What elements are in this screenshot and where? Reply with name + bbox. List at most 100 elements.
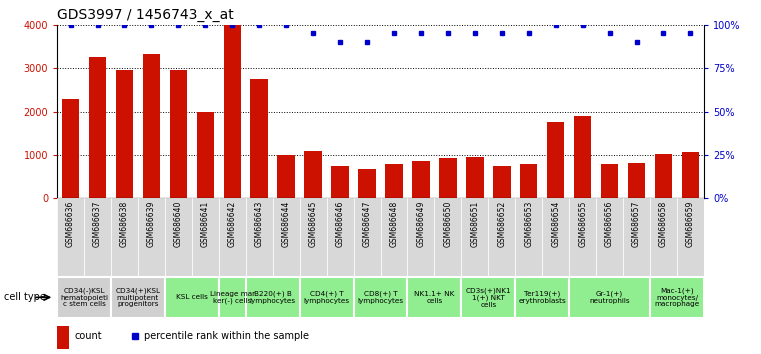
Bar bbox=[354, 198, 380, 276]
Bar bbox=[300, 198, 326, 276]
Bar bbox=[246, 277, 300, 318]
Text: GSM686651: GSM686651 bbox=[470, 201, 479, 247]
Text: GSM686638: GSM686638 bbox=[120, 201, 129, 247]
Bar bbox=[650, 277, 704, 318]
Bar bbox=[407, 277, 461, 318]
Text: GSM686658: GSM686658 bbox=[659, 201, 668, 247]
Text: GSM686649: GSM686649 bbox=[416, 201, 425, 247]
Bar bbox=[650, 198, 677, 276]
Bar bbox=[412, 161, 430, 198]
Bar bbox=[489, 198, 515, 276]
Bar bbox=[461, 277, 515, 318]
Bar bbox=[272, 198, 300, 276]
Bar bbox=[461, 198, 489, 276]
Bar bbox=[62, 99, 79, 198]
Bar bbox=[165, 277, 219, 318]
Bar bbox=[569, 277, 650, 318]
Text: GSM686650: GSM686650 bbox=[444, 201, 452, 247]
Text: GSM686642: GSM686642 bbox=[228, 201, 237, 247]
Text: CD3s(+)NK1
1(+) NKT
cells: CD3s(+)NK1 1(+) NKT cells bbox=[466, 287, 511, 308]
Text: GSM686643: GSM686643 bbox=[255, 201, 264, 247]
Bar bbox=[331, 166, 349, 198]
Bar bbox=[354, 277, 407, 318]
Bar bbox=[224, 25, 241, 198]
Text: GSM686645: GSM686645 bbox=[309, 201, 317, 247]
Bar bbox=[116, 70, 133, 198]
Text: GSM686653: GSM686653 bbox=[524, 201, 533, 247]
Bar bbox=[435, 198, 461, 276]
Text: Mac-1(+)
monocytes/
macrophage: Mac-1(+) monocytes/ macrophage bbox=[654, 287, 699, 307]
Text: count: count bbox=[75, 331, 102, 341]
Bar bbox=[628, 163, 645, 198]
Text: CD34(-)KSL
hematopoieti
c stem cells: CD34(-)KSL hematopoieti c stem cells bbox=[60, 287, 108, 307]
Text: percentile rank within the sample: percentile rank within the sample bbox=[145, 331, 310, 341]
Bar bbox=[623, 198, 650, 276]
Text: GSM686639: GSM686639 bbox=[147, 201, 156, 247]
Bar bbox=[385, 164, 403, 198]
Bar bbox=[380, 198, 407, 276]
Bar bbox=[574, 116, 591, 198]
Bar bbox=[547, 122, 565, 198]
Text: GSM686646: GSM686646 bbox=[336, 201, 345, 247]
Text: GSM686655: GSM686655 bbox=[578, 201, 587, 247]
Bar bbox=[358, 169, 376, 198]
Text: Lineage mar
ker(-) cells: Lineage mar ker(-) cells bbox=[210, 291, 255, 304]
Bar bbox=[196, 112, 214, 198]
Bar bbox=[192, 198, 219, 276]
Text: Ter119(+)
erythroblasts: Ter119(+) erythroblasts bbox=[518, 291, 566, 304]
Bar bbox=[677, 198, 704, 276]
Bar bbox=[520, 164, 537, 198]
Bar bbox=[466, 156, 483, 198]
Text: cell type: cell type bbox=[4, 292, 46, 302]
Bar bbox=[165, 198, 192, 276]
Text: NK1.1+ NK
cells: NK1.1+ NK cells bbox=[414, 291, 454, 304]
Bar bbox=[57, 277, 111, 318]
Text: CD4(+) T
lymphocytes: CD4(+) T lymphocytes bbox=[304, 291, 349, 304]
Bar bbox=[138, 198, 165, 276]
Bar bbox=[682, 152, 699, 198]
Bar bbox=[515, 198, 543, 276]
Text: GSM686636: GSM686636 bbox=[66, 201, 75, 247]
Bar bbox=[57, 326, 68, 349]
Text: Gr-1(+)
neutrophils: Gr-1(+) neutrophils bbox=[589, 291, 630, 304]
Bar bbox=[89, 57, 107, 198]
Text: GSM686647: GSM686647 bbox=[362, 201, 371, 247]
Bar bbox=[543, 198, 569, 276]
Text: GSM686644: GSM686644 bbox=[282, 201, 291, 247]
Bar bbox=[278, 155, 295, 198]
Bar bbox=[142, 54, 160, 198]
Bar bbox=[601, 164, 619, 198]
Text: GSM686648: GSM686648 bbox=[390, 201, 399, 247]
Bar bbox=[326, 198, 354, 276]
Text: CD8(+) T
lymphocytes: CD8(+) T lymphocytes bbox=[358, 291, 403, 304]
Text: GSM686657: GSM686657 bbox=[632, 201, 641, 247]
Bar bbox=[170, 70, 187, 198]
Text: GSM686641: GSM686641 bbox=[201, 201, 210, 247]
Text: GSM686637: GSM686637 bbox=[93, 201, 102, 247]
Bar bbox=[596, 198, 623, 276]
Text: B220(+) B
lymphocytes: B220(+) B lymphocytes bbox=[250, 291, 296, 304]
Bar bbox=[407, 198, 435, 276]
Bar bbox=[111, 277, 165, 318]
Text: GDS3997 / 1456743_x_at: GDS3997 / 1456743_x_at bbox=[57, 8, 234, 22]
Bar bbox=[439, 158, 457, 198]
Text: GSM686659: GSM686659 bbox=[686, 201, 695, 247]
Text: GSM686652: GSM686652 bbox=[497, 201, 506, 247]
Bar bbox=[250, 79, 268, 198]
Text: GSM686640: GSM686640 bbox=[174, 201, 183, 247]
Bar bbox=[111, 198, 138, 276]
Bar bbox=[219, 277, 246, 318]
Text: GSM686656: GSM686656 bbox=[605, 201, 614, 247]
Bar bbox=[493, 166, 511, 198]
Bar bbox=[219, 198, 246, 276]
Bar bbox=[246, 198, 272, 276]
Text: GSM686654: GSM686654 bbox=[551, 201, 560, 247]
Text: KSL cells: KSL cells bbox=[176, 295, 208, 300]
Bar bbox=[300, 277, 354, 318]
Bar bbox=[84, 198, 111, 276]
Bar bbox=[57, 198, 84, 276]
Bar bbox=[654, 154, 672, 198]
Bar bbox=[304, 150, 322, 198]
Bar bbox=[515, 277, 569, 318]
Text: CD34(+)KSL
multipotent
progenitors: CD34(+)KSL multipotent progenitors bbox=[116, 287, 161, 307]
